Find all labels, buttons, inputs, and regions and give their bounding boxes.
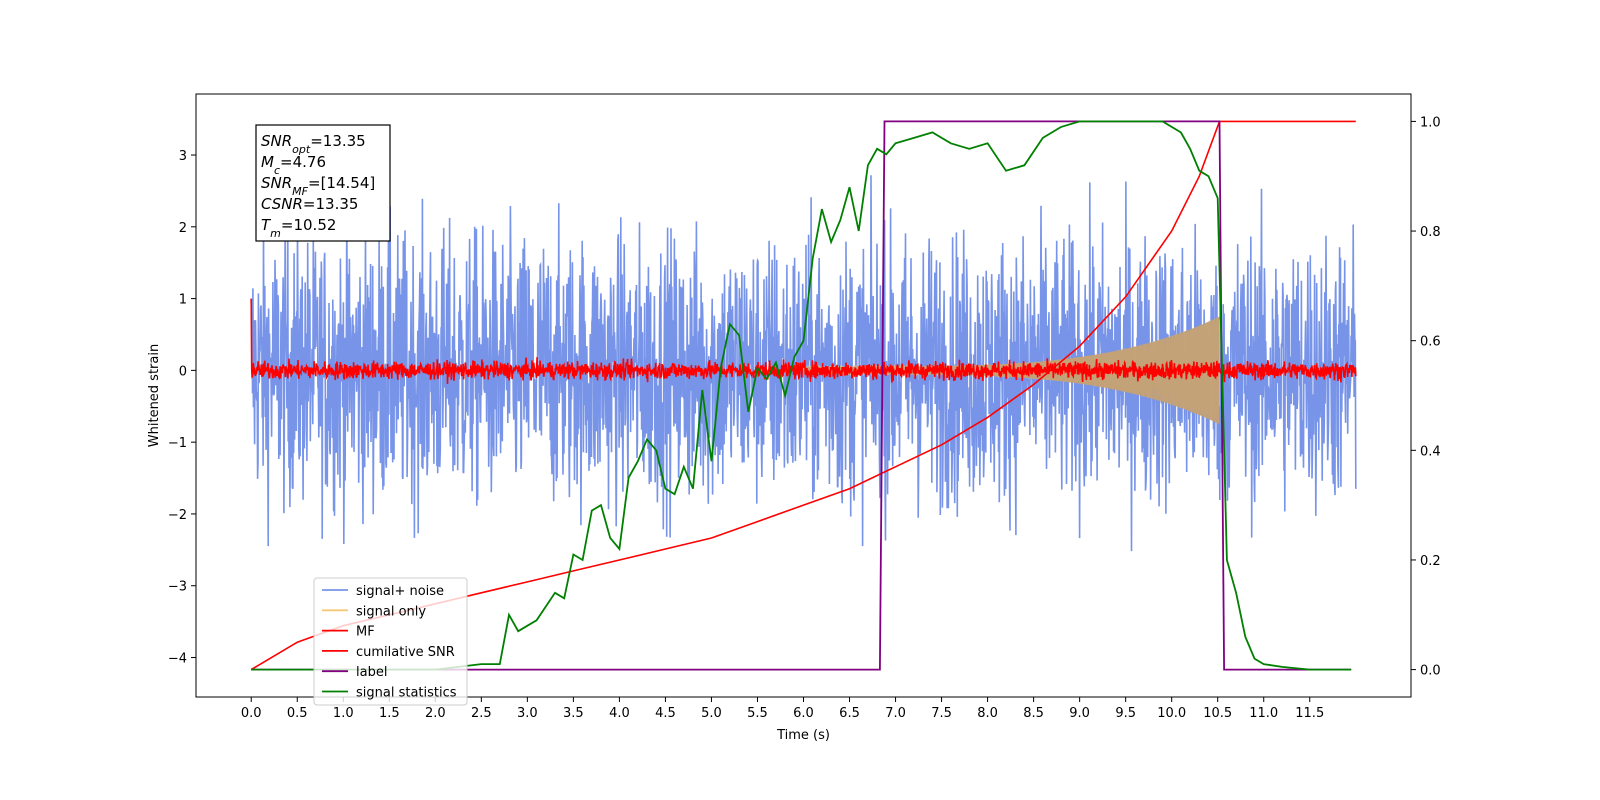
x-tick-label: 2.0 — [425, 706, 446, 721]
x-tick-label: 7.0 — [885, 706, 906, 721]
legend: signal+ noise signal only MF cumilative SNR… — [313, 577, 468, 706]
y-left-tick-label: 2 — [179, 221, 187, 236]
x-tick-label: 7.5 — [931, 706, 952, 721]
legend-label: MF — [356, 625, 375, 640]
y-right-tick-label: 1.0 — [1420, 115, 1441, 130]
x-tick-label: 10.5 — [1203, 706, 1232, 721]
x-tick-label: 5.5 — [747, 706, 768, 721]
y-right-tick-label: 0.0 — [1420, 664, 1441, 679]
x-tick-label: 11.0 — [1249, 706, 1278, 721]
annotation-line: CSNR=13.35 — [261, 195, 358, 213]
x-tick-label: 9.5 — [1115, 706, 1136, 721]
x-tick-label: 8.5 — [1023, 706, 1044, 721]
x-tick-label: 3.0 — [517, 706, 538, 721]
y-left-tick-label: 1 — [179, 293, 187, 308]
annotation-line: SNRMF=[14.54] — [261, 174, 375, 198]
series-mf — [250, 298, 1357, 384]
x-tick-label: 4.0 — [609, 706, 630, 721]
y-axis-label: Whitened strain — [147, 344, 162, 447]
legend-label: signal statistics — [356, 686, 457, 701]
legend-label: signal+ noise — [356, 584, 444, 599]
x-tick-label: 6.0 — [793, 706, 814, 721]
annotation-line: Tm=10.52 — [261, 216, 336, 240]
x-tick-label: 8.0 — [977, 706, 998, 721]
annotation-line: Mc=4.76 — [261, 153, 326, 177]
y-left-tick-label: 0 — [179, 364, 187, 379]
x-tick-label: 6.5 — [839, 706, 860, 721]
x-tick-label: 2.5 — [471, 706, 492, 721]
x-axis: 0.0 0.5 1.0 1.5 2.0 2.5 3.0 3.5 4.0 4.5 5.0 5.5 6.0 6… — [241, 697, 1324, 721]
x-axis-label: Time (s) — [776, 728, 830, 743]
x-tick-label: 0.0 — [241, 706, 262, 721]
y-left-tick-label: −1 — [168, 436, 187, 451]
x-tick-label: 5.0 — [701, 706, 722, 721]
x-tick-label: 10.0 — [1157, 706, 1186, 721]
x-tick-label: 3.5 — [563, 706, 584, 721]
legend-label: cumilative SNR — [356, 645, 455, 660]
x-tick-label: 4.5 — [655, 706, 676, 721]
annotation-box-frame — [255, 124, 391, 242]
y-right-tick-label: 0.2 — [1420, 554, 1441, 569]
x-tick-label: 1.5 — [379, 706, 400, 721]
x-tick-label: 9.0 — [1069, 706, 1090, 721]
y-left-tick-label: −2 — [168, 508, 187, 523]
x-tick-label: 11.5 — [1295, 706, 1324, 721]
y-axis-left: 3 2 1 0 −1 −2 −3 −4 — [168, 149, 196, 667]
y-left-tick-label: −3 — [168, 580, 187, 595]
legend-frame — [313, 577, 468, 706]
x-tick-label: 1.0 — [333, 706, 354, 721]
series-label — [251, 120, 1352, 671]
y-left-tick-label: 3 — [179, 149, 187, 164]
y-right-tick-label: 0.8 — [1420, 225, 1441, 240]
plot-area — [250, 120, 1357, 671]
y-right-tick-label: 0.4 — [1420, 444, 1441, 459]
y-axis-right: 1.0 0.8 0.6 0.4 0.2 0.0 — [1411, 115, 1441, 679]
legend-label: signal only — [356, 604, 426, 619]
x-tick-label: 0.5 — [287, 706, 308, 721]
y-right-tick-label: 0.6 — [1420, 335, 1441, 350]
annotation-line: SNRopt=13.35 — [261, 132, 366, 156]
y-left-tick-label: −4 — [168, 652, 187, 667]
annotation-box: SNRopt=13.35Mc=4.76SNRMF=[14.54]CSNR=13.… — [255, 124, 391, 242]
legend-label: label — [356, 665, 387, 680]
series-signal-statistics — [251, 120, 1352, 671]
